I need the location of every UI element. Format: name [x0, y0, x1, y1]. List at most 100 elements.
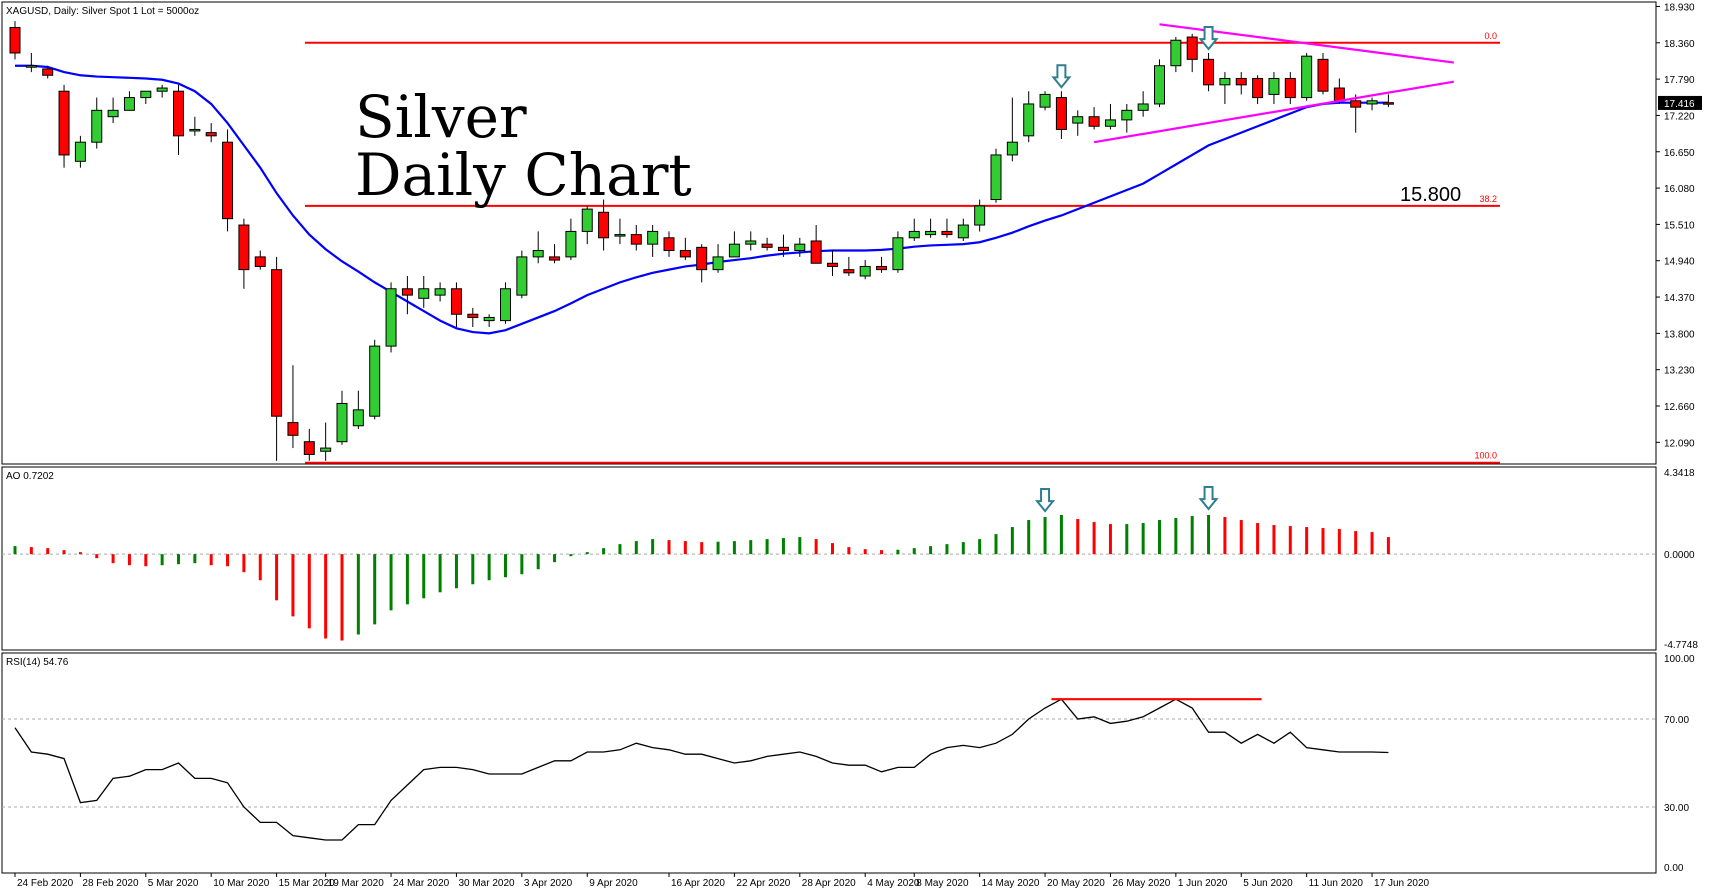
candle — [925, 218, 937, 238]
ao-arrows — [1034, 486, 1219, 513]
candle-body — [123, 97, 135, 111]
candle-body — [1006, 141, 1018, 156]
annotation-title-line2: Daily Chart — [355, 141, 692, 209]
fib-level-label: 38.2 — [1479, 194, 1497, 204]
candle-body — [238, 224, 250, 271]
candle — [320, 422, 332, 461]
date-tick-label: 16 Apr 2020 — [671, 878, 725, 888]
candle-body — [91, 109, 103, 143]
candle — [450, 282, 462, 327]
candle-body — [1333, 87, 1345, 102]
price-axis-tick-label: 12.090 — [1664, 438, 1695, 449]
candle — [352, 390, 364, 429]
candle-body — [140, 90, 152, 99]
ao-panel-header: AO 0.7202 — [6, 471, 54, 482]
candle — [565, 218, 577, 261]
candle-body — [1284, 77, 1296, 99]
candle-body — [369, 345, 381, 417]
date-tick-label: 11 Jun 2020 — [1309, 878, 1364, 888]
candle — [1023, 91, 1035, 143]
candle-body — [401, 288, 413, 296]
candle — [843, 256, 855, 277]
candle-body — [58, 90, 70, 156]
price-axis-tick-label: 18.360 — [1664, 39, 1695, 50]
rsi-axis-tick-label: 30.00 — [1664, 803, 1689, 814]
candle-body — [647, 230, 659, 245]
candle-body — [1137, 103, 1149, 111]
candle-body — [287, 422, 299, 436]
candle — [712, 244, 724, 273]
date-tick-label: 3 Apr 2020 — [524, 878, 573, 888]
candle — [271, 256, 283, 461]
candle-body — [254, 256, 266, 267]
candle — [9, 21, 21, 60]
price-axis-tick-label: 16.080 — [1664, 184, 1695, 195]
candle — [532, 231, 544, 264]
candle — [91, 97, 103, 149]
candle — [908, 218, 920, 241]
candle — [401, 276, 413, 315]
candle-body — [745, 240, 757, 245]
candle-body — [712, 256, 724, 271]
candle — [957, 218, 969, 241]
level-15800-label: 15.800 — [1400, 184, 1461, 206]
candle — [1252, 75, 1264, 104]
candle-body — [1023, 103, 1035, 137]
candle-body — [614, 234, 626, 237]
candle-body — [434, 288, 446, 296]
candle — [1104, 103, 1116, 130]
price-axis-tick-label: 12.660 — [1664, 402, 1695, 413]
candle-body — [1252, 77, 1264, 99]
candle — [679, 237, 691, 261]
candle-body — [630, 234, 642, 245]
rsi-axis-tick-label: 0.00 — [1664, 863, 1684, 874]
candle — [336, 390, 348, 445]
price-axis-tick-label: 16.650 — [1664, 148, 1695, 159]
candle — [1366, 97, 1378, 111]
rsi-axis-tick-label: 70.00 — [1664, 715, 1689, 726]
price-axis: 18.930 18.360 17.790 17.220 16.650 16.080 15.5… — [1656, 2, 1702, 449]
candle-body — [1317, 58, 1329, 92]
candle-body — [925, 230, 937, 236]
candle-body — [303, 441, 315, 455]
candle — [1219, 72, 1231, 104]
candle-body — [1366, 100, 1378, 105]
ao-axis-tick-label: 0.0000 — [1664, 550, 1695, 561]
date-tick-label: 8 May 2020 — [916, 878, 969, 888]
candle-body — [876, 265, 888, 271]
candle — [598, 199, 610, 251]
date-tick-label: 24 Feb 2020 — [17, 878, 74, 888]
candle-body — [974, 205, 986, 226]
down-arrow-icon — [1051, 64, 1072, 89]
candle-body — [320, 447, 332, 452]
price-axis-tick-label: 14.940 — [1664, 257, 1695, 268]
candle — [1072, 110, 1084, 136]
candle-body — [418, 288, 430, 299]
date-tick-label: 30 Mar 2020 — [458, 878, 515, 888]
candle — [173, 84, 184, 155]
ao-histogram — [13, 515, 1390, 641]
down-arrow-icon — [1034, 488, 1056, 513]
candle — [434, 282, 446, 302]
candle — [287, 365, 299, 449]
candle — [1121, 103, 1133, 133]
price-axis-tick-label: 17.220 — [1664, 111, 1695, 122]
down-arrow-icon — [1198, 25, 1219, 51]
candle — [696, 244, 708, 283]
candle-body — [467, 313, 479, 318]
candle-body — [728, 243, 740, 258]
candle-body — [385, 288, 397, 347]
candle-body — [598, 211, 610, 239]
ao-axis: 4.3418 0.0000 -4.7748 — [2, 468, 1698, 651]
candle — [1382, 94, 1394, 108]
fib-level-label: 0.0 — [1484, 31, 1497, 41]
annotation-title-line1: Silver — [355, 83, 527, 151]
ao-axis-tick-label: 4.3418 — [1664, 468, 1695, 479]
rsi-line — [14, 698, 1389, 841]
candle — [467, 307, 479, 327]
candle-body — [352, 409, 364, 427]
price-candles — [9, 21, 1394, 461]
candle — [794, 237, 806, 257]
candle — [42, 65, 54, 79]
